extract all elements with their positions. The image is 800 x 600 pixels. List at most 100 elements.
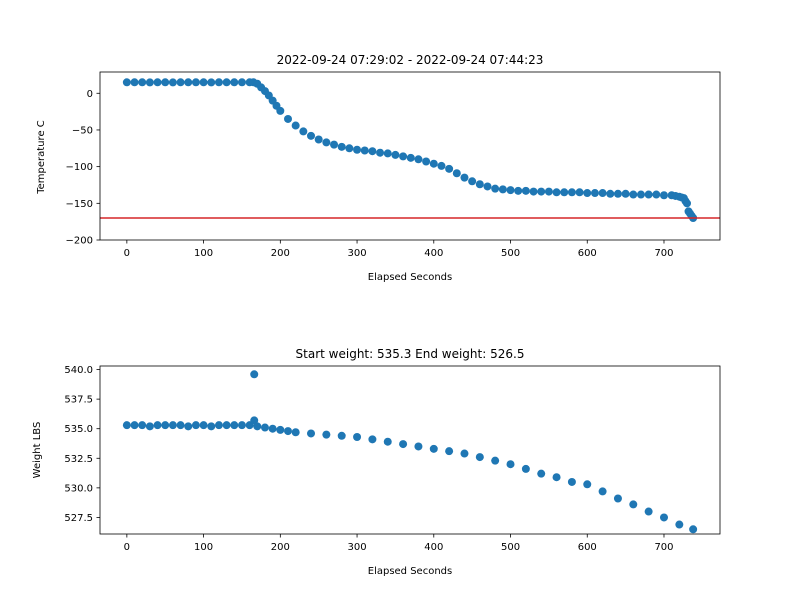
weight-data-point (583, 480, 592, 489)
weight-y-tick-label: 535.0 (64, 424, 93, 435)
weight-y-tick-label: 530.0 (64, 483, 93, 494)
temperature-data-point (276, 106, 285, 115)
temperature-data-point (567, 188, 576, 197)
temperature-data-point (291, 121, 300, 130)
weight-data-point (145, 422, 154, 431)
weight-data-point (337, 431, 346, 440)
temperature-data-point (406, 153, 415, 162)
weight-y-tick-label: 540.0 (64, 365, 93, 376)
weight-data-point (253, 422, 262, 431)
weight-data-point (130, 421, 139, 430)
temperature-data-point (322, 138, 331, 147)
temperature-data-point (575, 188, 584, 197)
temperature-axes-frame (99, 71, 721, 241)
temperature-x-tick-label: 200 (271, 248, 290, 259)
temperature-y-tick-label: −150 (66, 199, 93, 210)
temperature-data-point (583, 189, 592, 198)
temperature-data-point (207, 78, 216, 87)
weight-data-point (222, 421, 231, 430)
temperature-data-point (145, 78, 154, 87)
temperature-data-point (353, 145, 362, 154)
temperature-data-point (153, 78, 162, 87)
temperature-y-tick-label: 0 (87, 89, 93, 100)
weight-data-point (598, 487, 607, 496)
temperature-data-point (460, 173, 469, 182)
temperature-y-tick-label: −100 (66, 162, 93, 173)
weight-x-tick-label: 100 (194, 542, 213, 553)
weight-data-point (567, 477, 576, 486)
temperature-data-point (475, 180, 484, 189)
temperature-data-point (506, 186, 515, 195)
weight-x-axis-label: Elapsed Seconds (368, 566, 452, 577)
temperature-data-point (391, 150, 400, 159)
weight-data-point (506, 460, 515, 469)
weight-data-point (191, 421, 200, 430)
temperature-data-point (659, 191, 668, 200)
weight-data-point (491, 456, 500, 465)
temperature-data-point (383, 149, 392, 158)
temperature-x-tick-label: 600 (578, 248, 597, 259)
temperature-data-point (498, 185, 507, 194)
temperature-y-tick-label: −200 (66, 236, 93, 247)
temperature-chart-title: 2022-09-24 07:29:02 - 2022-09-24 07:44:2… (277, 53, 544, 67)
temperature-x-tick-label: 500 (501, 248, 520, 259)
weight-data-point (184, 422, 193, 431)
temperature-data-point (337, 142, 346, 151)
temperature-y-tick-label: −50 (72, 125, 93, 136)
weight-data-point (552, 473, 561, 482)
weight-y-tick-label: 532.5 (64, 454, 93, 465)
weight-data-point (207, 422, 216, 431)
temperature-data-point (598, 189, 607, 198)
temperature-data-point (437, 161, 446, 170)
weight-x-tick-label: 0 (124, 542, 130, 553)
weight-data-point (276, 425, 285, 434)
temperature-data-point (552, 188, 561, 197)
weight-data-point (176, 421, 185, 430)
temperature-data-point (414, 155, 423, 164)
temperature-data-point (130, 78, 139, 87)
weight-data-point (613, 494, 622, 503)
temperature-data-point (606, 189, 615, 198)
weight-chart-title: Start weight: 535.3 End weight: 526.5 (296, 347, 525, 361)
temperature-data-point (299, 127, 308, 136)
temperature-data-point (360, 146, 369, 155)
temperature-data-point (399, 152, 408, 161)
weight-data-point (260, 423, 269, 432)
weight-data-point (429, 444, 438, 453)
temperature-data-point (176, 78, 185, 87)
weight-data-point (475, 453, 484, 462)
weight-x-tick-label: 400 (424, 542, 443, 553)
weight-data-point (122, 421, 131, 430)
weight-data-point (250, 370, 259, 379)
weight-data-point (214, 421, 223, 430)
temperature-x-tick-label: 700 (654, 248, 673, 259)
temperature-data-point (514, 186, 523, 195)
temperature-x-axis-label: Elapsed Seconds (368, 272, 452, 283)
weight-data-point (659, 513, 668, 522)
temperature-plot-area: 0 100 200 300 400 500 600 700 0 −50 −100 −150 −200 (66, 71, 721, 259)
temperature-data-point (422, 157, 431, 166)
weight-data-point (153, 421, 162, 430)
temperature-data-point (537, 187, 546, 196)
temperature-data-point (168, 78, 177, 87)
temperature-data-point (491, 184, 500, 193)
weight-data-point (138, 421, 147, 430)
temperature-data-point (445, 164, 454, 173)
weight-data-point (230, 421, 239, 430)
weight-data-point (383, 437, 392, 446)
temperature-chart: 2022-09-24 07:29:02 - 2022-09-24 07:44:2… (36, 53, 721, 283)
temperature-data-point (544, 187, 553, 196)
weight-data-point (237, 421, 246, 430)
temperature-data-point (214, 78, 223, 87)
temperature-x-tick-label: 0 (124, 248, 130, 259)
temperature-data-point (483, 182, 492, 191)
temperature-data-point (230, 78, 239, 87)
temperature-data-point (330, 140, 339, 149)
temperature-data-point (629, 190, 638, 199)
temperature-data-point (191, 78, 200, 87)
temperature-data-point (683, 199, 691, 208)
weight-data-point (675, 520, 684, 529)
temperature-data-point (452, 169, 461, 178)
